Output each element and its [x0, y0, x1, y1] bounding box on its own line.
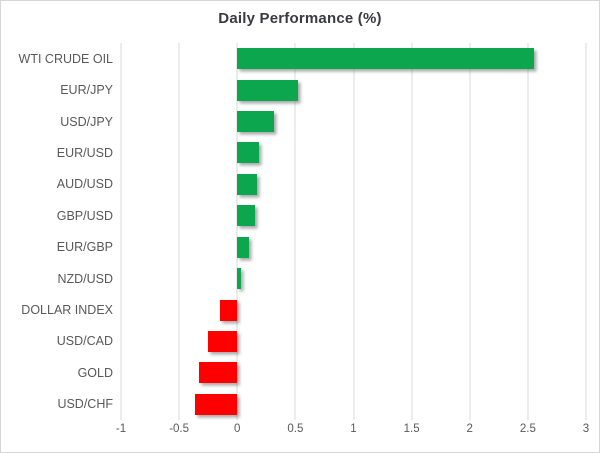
gridline	[178, 43, 180, 420]
category-label: GOLD	[77, 365, 113, 380]
x-tick-label: 1	[350, 423, 357, 435]
x-tick-label: 2	[466, 423, 473, 435]
bar-usd-cad	[208, 330, 238, 352]
category-label: NZD/USD	[57, 271, 113, 286]
category-axis: WTI CRUDE OIL EUR/JPY USD/JPY EUR/USD AUD/US…	[1, 43, 113, 420]
gridline	[469, 43, 471, 420]
category-label: GBP/USD	[56, 208, 113, 223]
bar-dollar-index	[219, 299, 238, 321]
bar-nzd-usd	[237, 268, 241, 290]
x-tick-label: 1.5	[403, 423, 420, 435]
gridline	[120, 43, 122, 420]
gridline	[294, 43, 296, 420]
gridline	[585, 43, 587, 420]
category-label: EUR/GBP	[56, 240, 113, 255]
category-label: AUD/USD	[56, 177, 113, 192]
plot-area	[120, 43, 587, 420]
bar-gold	[198, 362, 238, 384]
category-label: EUR/JPY	[60, 83, 113, 98]
gridline	[236, 43, 238, 420]
bar-gbp-usd	[237, 205, 255, 227]
bar-usd-chf	[195, 393, 238, 415]
x-tick-label: -1	[115, 423, 127, 435]
bar-usd-jpy	[237, 111, 275, 133]
x-tick-label: 3	[582, 423, 590, 435]
bar-eur-jpy	[237, 79, 298, 101]
gridline	[411, 43, 413, 420]
x-tick-label: 0.5	[287, 423, 304, 435]
bar-aud-usd	[237, 173, 257, 195]
category-label: USD/CHF	[57, 397, 113, 412]
x-axis: -1 -0.5 0 0.5 1 1.5 2 2.5 3	[1, 423, 599, 443]
bar-wti-crude-oil	[237, 48, 534, 70]
category-label: DOLLAR INDEX	[21, 303, 113, 318]
category-label: USD/CAD	[56, 334, 113, 349]
x-tick-label: 0	[234, 423, 241, 435]
chart-title: Daily Performance (%)	[218, 10, 382, 27]
gridline	[353, 43, 354, 420]
bar-eur-usd	[237, 142, 260, 164]
category-label: EUR/USD	[56, 145, 113, 160]
x-tick-label: -0.5	[169, 423, 190, 435]
bar-eur-gbp	[237, 236, 249, 258]
x-tick-label: 2.5	[519, 423, 536, 435]
gridline	[527, 43, 529, 420]
category-label: WTI CRUDE OIL	[18, 51, 113, 66]
category-label: USD/JPY	[60, 114, 113, 129]
